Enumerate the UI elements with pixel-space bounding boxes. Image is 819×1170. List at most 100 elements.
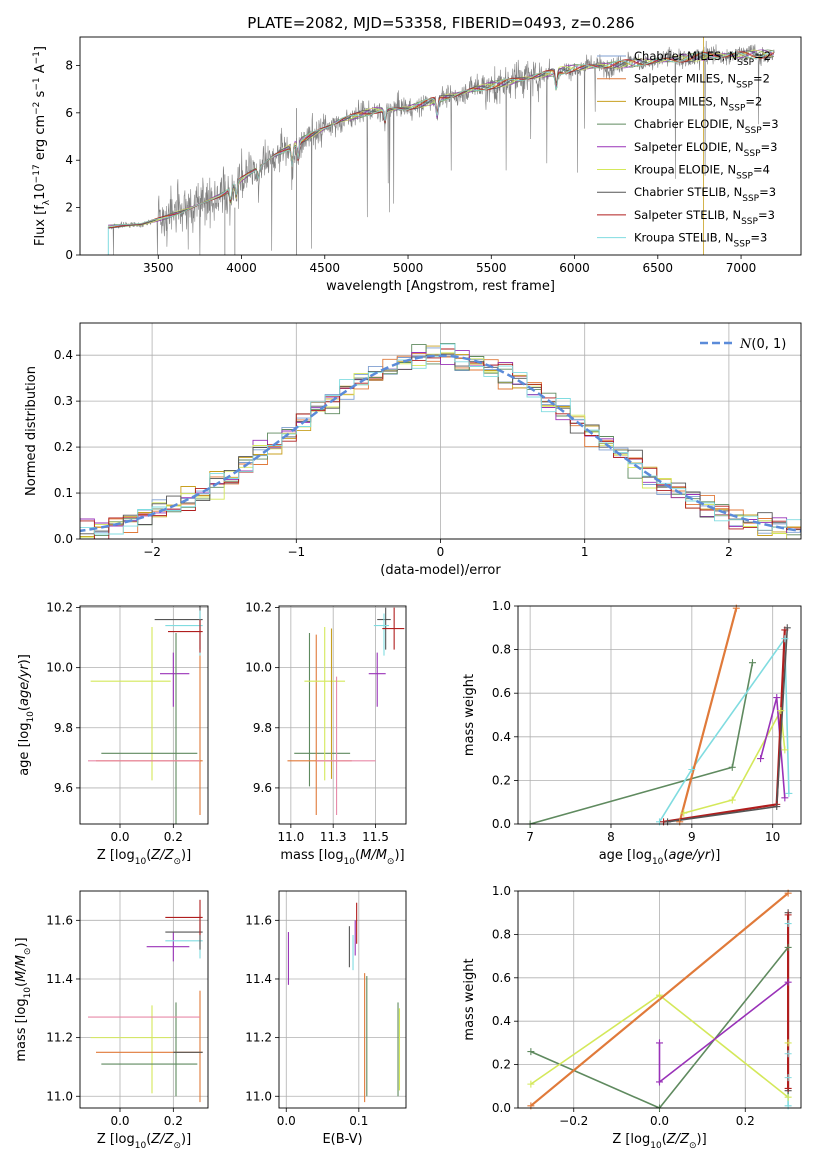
age_vs_mass-ytick-label: 9.8 bbox=[253, 721, 272, 735]
weight-line bbox=[529, 662, 754, 824]
legend-normal-symbol: N bbox=[739, 337, 752, 352]
weight_vs_age-ytick-label: 0.6 bbox=[492, 686, 511, 700]
weight-marker bbox=[784, 1039, 792, 1047]
weight_vs_age-ylabel-part: mass weight bbox=[462, 674, 477, 756]
age_vs_mass-frame bbox=[278, 605, 407, 825]
weight-marker bbox=[784, 920, 792, 928]
legend-value: =3 bbox=[761, 140, 778, 154]
mass_vs_Z-xlabel-part: 10 bbox=[135, 1141, 147, 1151]
weight_vs_age-ytick-label: 0.2 bbox=[492, 773, 511, 787]
normal-curve bbox=[80, 354, 801, 533]
figure-title: PLATE=2082, MJD=53358, FIBERID=0493, z=0… bbox=[247, 14, 634, 32]
legend-entry: Kroupa ELODIE, NSSP=4 bbox=[634, 163, 770, 182]
residual-histogram bbox=[80, 350, 801, 539]
spectrum-ylabel-part: λ bbox=[42, 199, 52, 205]
mass_vs_Z-ylabel-part: )] bbox=[14, 937, 29, 947]
spectrum-xtick-label: 3500 bbox=[143, 261, 174, 275]
residual-histogram bbox=[80, 343, 801, 535]
mass_vs_Z-ylabel-part: ⊙ bbox=[23, 948, 33, 956]
mass_vs_Z-ytick-label: 11.6 bbox=[46, 913, 73, 927]
weight_vs_Z-xlabel-part: ( bbox=[662, 1132, 667, 1147]
mass_vs_Z-ytick-label: 11.4 bbox=[46, 972, 73, 986]
legend-sub: SSP bbox=[744, 149, 761, 159]
mass_vs_Z-ylabel-part: mass [log bbox=[14, 998, 29, 1061]
age_vs_mass-xtick-label: 11.5 bbox=[362, 830, 389, 844]
age_vs_Z-panel: 0.0 0.29.69.810.010.2Z [log10(Z/Z⊙)]age [… bbox=[17, 601, 209, 867]
age_vs_mass-plot-area bbox=[287, 607, 405, 815]
weight_vs_age-frame bbox=[517, 605, 802, 825]
mass_vs_Z-ylabel-part: 10 bbox=[23, 987, 33, 999]
legend-value: =3 bbox=[750, 231, 767, 245]
mass_vs_EBV-panel: 0.0 0.1 11.0 11.2 11.4 11.6 E(B-V) bbox=[245, 890, 407, 1147]
residuals-xlabel-part: (data-model)/error bbox=[380, 563, 501, 578]
legend-entry: Salpeter ELODIE, NSSP=3 bbox=[634, 140, 777, 159]
weight-marker bbox=[784, 1084, 792, 1092]
age_vs_Z-xlabel: Z [log10(Z/Z⊙)] bbox=[97, 848, 191, 867]
legend-name: Kroupa ELODIE, N bbox=[634, 163, 736, 177]
weight-marker bbox=[527, 1048, 535, 1056]
spectrum-ylabel-part: ] bbox=[33, 46, 48, 51]
residuals-ylabel: Normed distribution bbox=[24, 366, 39, 496]
age_vs_Z-xtick-label: 0.2 bbox=[164, 830, 183, 844]
weight_vs_Z-xtick-label: 0.0 bbox=[650, 1114, 669, 1128]
age_vs_Z-ytick-label: 10.0 bbox=[46, 661, 73, 675]
residuals-xtick-label: −1 bbox=[287, 545, 305, 559]
weight-marker bbox=[784, 911, 792, 919]
weight-marker bbox=[773, 803, 781, 811]
residuals-ylabel-part: Normed distribution bbox=[24, 366, 39, 496]
age_vs_mass-panel: 11.0 11.3 11.5 9.6 9.8 10.0 10.2 mass [log10(M/… bbox=[245, 601, 407, 867]
residuals-ytick-label: 0.2 bbox=[54, 440, 73, 454]
age_vs_mass-xlabel-part: ( bbox=[355, 848, 360, 863]
residuals-ytick-label: 0.3 bbox=[54, 394, 73, 408]
age_vs_Z-xtick-label: 0.0 bbox=[110, 830, 129, 844]
mass_vs_Z-xlabel-part: ( bbox=[146, 1132, 151, 1147]
mass_vs_Z-xlabel: Z [log10(Z/Z⊙)] bbox=[97, 1132, 191, 1151]
residuals-xtick-label: 0 bbox=[437, 545, 445, 559]
spectrum-xtick-label: 6000 bbox=[559, 261, 590, 275]
spectrum-ylabel-part: s bbox=[33, 90, 48, 101]
weight_vs_age-xlabel-part: 10 bbox=[652, 857, 664, 867]
spectrum-ytick-label: 2 bbox=[65, 201, 73, 215]
spectrum-plot-area bbox=[107, 37, 775, 255]
weight-marker bbox=[728, 763, 736, 771]
age_vs_Z-ytick-label: 9.8 bbox=[54, 721, 73, 735]
mass_vs_Z-ytick-label: 11.0 bbox=[46, 1089, 73, 1103]
age_vs_Z-xlabel-part: )] bbox=[181, 848, 191, 863]
weight_vs_Z-xlabel-part: Z [log bbox=[612, 1132, 650, 1147]
mass_vs_Z-xlabel-part: ⊙ bbox=[173, 1141, 181, 1151]
weight-marker bbox=[784, 1093, 792, 1101]
spectrum-xtick-label: 4500 bbox=[310, 261, 341, 275]
age_vs_Z-ytick-label: 10.2 bbox=[46, 601, 73, 615]
weight-marker bbox=[680, 809, 688, 817]
mass_vs_EBV-xtick-label: 0.0 bbox=[277, 1114, 296, 1128]
age_vs_mass-ytick-label: 10.0 bbox=[245, 661, 272, 675]
spectrum-xtick-label: 5500 bbox=[476, 261, 507, 275]
legend-name: Chabrier MILES, N bbox=[634, 49, 737, 63]
age_vs_Z-ylabel-part: ( bbox=[17, 706, 32, 711]
legend-sub: SSP bbox=[745, 126, 762, 136]
mass_vs_EBV-ytick-label: 11.0 bbox=[245, 1089, 272, 1103]
age_vs_mass-xlabel-part: 10 bbox=[344, 857, 356, 867]
residuals-xlabel: (data-model)/error bbox=[380, 563, 501, 578]
weight_vs_age-ytick-label: 0.8 bbox=[492, 643, 511, 657]
age_vs_Z-ylabel: age [log10(age/yr)] bbox=[17, 654, 36, 776]
legend-value: =3 bbox=[759, 185, 776, 199]
weight_vs_age-ylabel: mass weight bbox=[462, 674, 477, 756]
weight_vs_Z-panel: −0.2 0.0 0.2 0.0 0.2 0.4 0.6 0.8 1.0 Z [log10(Z/Z… bbox=[462, 884, 802, 1151]
weight_vs_Z-plot-area bbox=[530, 892, 790, 1108]
weight_vs_Z-ytick-label: 0.6 bbox=[492, 971, 511, 985]
legend-name: Kroupa MILES, N bbox=[634, 94, 729, 108]
legend-entry: Salpeter STELIB, NSSP=3 bbox=[634, 208, 775, 227]
weight-line bbox=[663, 629, 786, 823]
residuals-panel: −2 −1 0 1 2 0.0 0.1 0.2 0.3 0.4 N(0, 1) (data-model… bbox=[24, 322, 802, 578]
mass_vs_EBV-xlabel-part: E(B-V) bbox=[322, 1132, 362, 1147]
weight-marker bbox=[784, 1074, 792, 1082]
weight-marker bbox=[728, 796, 736, 804]
spectrum-ytick-label: 8 bbox=[65, 58, 73, 72]
weight-line bbox=[658, 981, 789, 1084]
age_vs_mass-xlabel-part: )] bbox=[394, 848, 404, 863]
mass_vs_Z-xlabel-part: )] bbox=[181, 1132, 191, 1147]
weight-marker bbox=[785, 789, 793, 797]
